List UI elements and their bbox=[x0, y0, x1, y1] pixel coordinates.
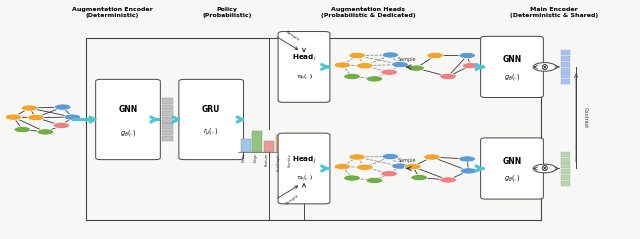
Text: Identity: Identity bbox=[288, 153, 292, 167]
Bar bbox=[561, 181, 570, 186]
Circle shape bbox=[349, 52, 365, 59]
Bar bbox=[561, 73, 570, 78]
Text: $g_\theta(.)$: $g_\theta(.)$ bbox=[120, 127, 136, 137]
Circle shape bbox=[460, 168, 477, 174]
Circle shape bbox=[37, 129, 54, 135]
Bar bbox=[561, 163, 570, 168]
FancyBboxPatch shape bbox=[278, 133, 330, 204]
Bar bbox=[162, 130, 173, 135]
Text: GRU: GRU bbox=[202, 105, 220, 114]
Bar bbox=[561, 152, 570, 157]
Bar bbox=[253, 131, 262, 152]
Circle shape bbox=[54, 104, 71, 110]
Circle shape bbox=[334, 62, 351, 68]
Circle shape bbox=[411, 174, 428, 181]
Circle shape bbox=[382, 52, 399, 58]
Circle shape bbox=[533, 164, 556, 173]
Text: $\tau_{\phi_j}(.)$: $\tau_{\phi_j}(.)$ bbox=[296, 174, 312, 185]
Text: Policy
(Probabilistic): Policy (Probabilistic) bbox=[202, 7, 252, 18]
Circle shape bbox=[462, 63, 479, 69]
Text: Edge: Edge bbox=[253, 153, 257, 162]
Circle shape bbox=[334, 163, 351, 170]
Text: Augmentation Encoder
(Deterministic): Augmentation Encoder (Deterministic) bbox=[72, 7, 152, 18]
Text: Main Encoder
(Deterministic & Shared): Main Encoder (Deterministic & Shared) bbox=[509, 7, 598, 18]
Bar bbox=[561, 68, 570, 73]
Circle shape bbox=[392, 61, 408, 68]
Circle shape bbox=[408, 65, 424, 71]
Bar bbox=[287, 142, 297, 152]
Bar bbox=[86, 38, 541, 220]
Circle shape bbox=[366, 76, 383, 82]
Text: GNN: GNN bbox=[502, 157, 522, 166]
FancyBboxPatch shape bbox=[179, 79, 244, 160]
Bar bbox=[561, 50, 570, 55]
Circle shape bbox=[381, 171, 397, 177]
FancyBboxPatch shape bbox=[278, 32, 330, 102]
Circle shape bbox=[440, 177, 456, 183]
Circle shape bbox=[424, 154, 440, 160]
Text: Contrast: Contrast bbox=[582, 107, 588, 128]
Text: $r_\mu(.)$: $r_\mu(.)$ bbox=[204, 127, 219, 138]
Text: Feature: Feature bbox=[265, 153, 269, 166]
Circle shape bbox=[356, 63, 373, 69]
Circle shape bbox=[53, 122, 70, 129]
Text: $\tau_{\phi_i}(.)$: $\tau_{\phi_i}(.)$ bbox=[296, 73, 312, 83]
Circle shape bbox=[392, 163, 408, 169]
Text: $\otimes$: $\otimes$ bbox=[540, 62, 549, 72]
Bar bbox=[162, 136, 173, 141]
Bar bbox=[561, 158, 570, 163]
Text: Sample: Sample bbox=[285, 29, 301, 42]
Text: $g_\theta(.)$: $g_\theta(.)$ bbox=[504, 173, 520, 183]
FancyBboxPatch shape bbox=[481, 138, 543, 199]
Text: Sample: Sample bbox=[397, 57, 415, 62]
Circle shape bbox=[366, 177, 383, 184]
Text: GNN: GNN bbox=[118, 105, 138, 114]
Circle shape bbox=[459, 156, 476, 162]
Circle shape bbox=[533, 63, 556, 71]
Bar bbox=[561, 175, 570, 180]
Text: Sample: Sample bbox=[285, 193, 301, 206]
Text: Node: Node bbox=[242, 153, 246, 162]
Circle shape bbox=[440, 73, 456, 80]
Bar bbox=[561, 62, 570, 67]
Text: SubGraph: SubGraph bbox=[276, 153, 280, 171]
Circle shape bbox=[28, 114, 44, 121]
Circle shape bbox=[382, 153, 399, 160]
Text: $\otimes$: $\otimes$ bbox=[540, 163, 549, 174]
Bar bbox=[561, 56, 570, 61]
Text: Sample: Sample bbox=[397, 158, 415, 163]
Bar bbox=[162, 105, 173, 110]
Circle shape bbox=[344, 175, 360, 181]
Circle shape bbox=[5, 114, 22, 120]
Circle shape bbox=[356, 164, 373, 170]
FancyBboxPatch shape bbox=[481, 36, 543, 98]
Circle shape bbox=[344, 73, 360, 80]
Bar bbox=[162, 117, 173, 123]
Text: Head$_i$: Head$_i$ bbox=[292, 53, 316, 63]
Circle shape bbox=[21, 105, 38, 111]
Bar bbox=[162, 123, 173, 129]
Bar bbox=[561, 79, 570, 84]
Circle shape bbox=[64, 114, 81, 120]
Circle shape bbox=[14, 126, 31, 133]
Bar bbox=[561, 169, 570, 174]
Text: Augmentation Heads
(Probabilistic & Dedicated): Augmentation Heads (Probabilistic & Dedi… bbox=[321, 7, 415, 18]
Bar bbox=[162, 111, 173, 116]
Bar bbox=[264, 141, 274, 152]
Circle shape bbox=[404, 163, 421, 170]
Bar bbox=[275, 135, 285, 152]
Text: GNN: GNN bbox=[502, 55, 522, 64]
Circle shape bbox=[459, 52, 476, 59]
Circle shape bbox=[427, 52, 444, 59]
Text: $g_\theta(.)$: $g_\theta(.)$ bbox=[504, 72, 520, 82]
FancyBboxPatch shape bbox=[96, 79, 160, 160]
Bar bbox=[162, 98, 173, 104]
Bar bbox=[241, 139, 251, 152]
Circle shape bbox=[381, 69, 397, 75]
Circle shape bbox=[349, 154, 365, 160]
Text: Head$_j$: Head$_j$ bbox=[292, 154, 316, 166]
